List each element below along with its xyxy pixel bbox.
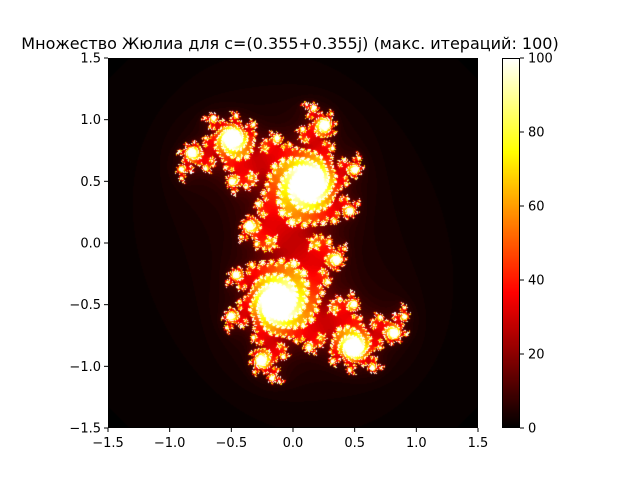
- y-tick-label: −1.5: [69, 422, 101, 437]
- x-tick-label: 0.5: [344, 436, 365, 451]
- colorbar-tick-label: 20: [528, 348, 545, 363]
- x-tick-label: −1.5: [92, 436, 124, 451]
- x-tick-label: 1.0: [406, 436, 427, 451]
- colorbar-tick-label: 40: [528, 274, 545, 289]
- colorbar-tick-label: 80: [528, 126, 545, 141]
- x-tick-label: −1.0: [154, 436, 186, 451]
- y-tick-label: −1.0: [69, 360, 101, 375]
- y-tick-label: 0.5: [80, 175, 101, 190]
- x-tick-label: 0.0: [283, 436, 304, 451]
- y-tick-label: 0.0: [80, 237, 101, 252]
- y-tick-label: −0.5: [69, 298, 101, 313]
- y-tick-label: 1.5: [80, 52, 101, 67]
- plot-frame: [108, 58, 478, 428]
- colorbar: [502, 58, 520, 428]
- julia-set-heatmap: [108, 58, 478, 428]
- colorbar-tick-label: 100: [528, 52, 553, 67]
- colorbar-tick-label: 60: [528, 200, 545, 215]
- y-tick-label: 1.0: [80, 113, 101, 128]
- colorbar-frame: [502, 58, 520, 428]
- x-tick-label: 1.5: [468, 436, 489, 451]
- chart-title: Множество Жюлиа для c=(0.355+0.355j) (ма…: [21, 34, 559, 53]
- x-tick-label: −0.5: [216, 436, 248, 451]
- colorbar-tick-label: 0: [528, 422, 536, 437]
